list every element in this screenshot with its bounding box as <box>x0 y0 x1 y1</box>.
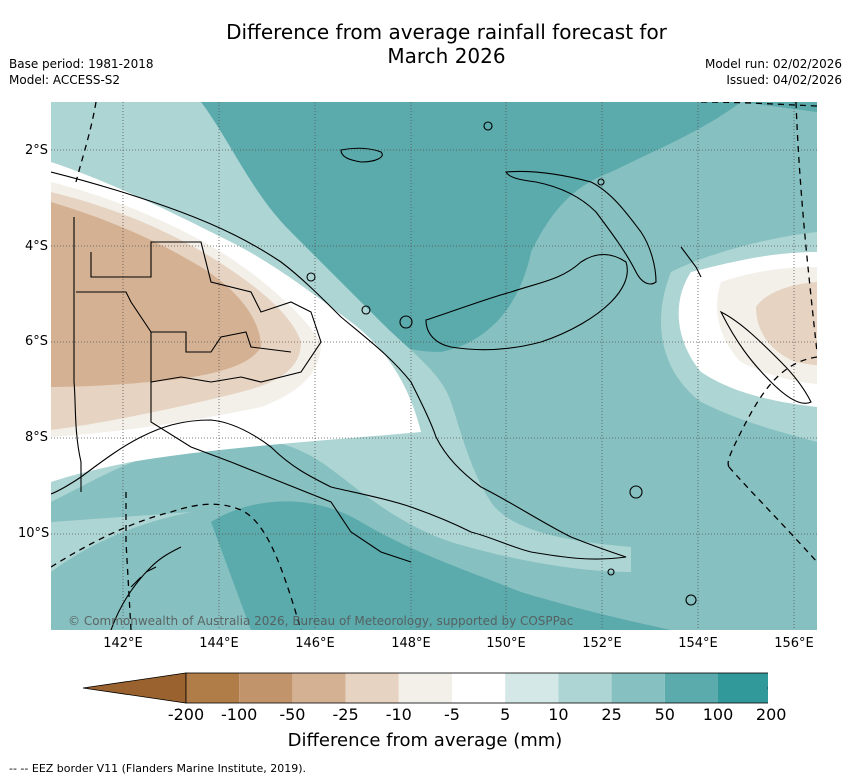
colorbar-segment <box>664 673 718 703</box>
chart-title: Difference from average rainfall forecas… <box>0 20 850 68</box>
lat-tick-4s: 4°S <box>24 239 48 254</box>
colorbar-segment <box>452 673 506 703</box>
lon-tick-156: 156°E <box>774 636 814 651</box>
title-line-1: Difference from average rainfall forecas… <box>226 20 667 44</box>
meta-left: Base period: 1981-2018 Model: ACCESS-S2 <box>9 56 154 88</box>
colorbar-segment <box>398 673 452 703</box>
colorbar-label: -25 <box>332 705 359 724</box>
colorbar-segment <box>239 673 293 703</box>
colorbar-label: -50 <box>279 705 306 724</box>
lon-tick-146: 146°E <box>295 636 335 651</box>
new-britain <box>425 253 628 351</box>
colorbar-segment <box>611 673 665 703</box>
base-period: Base period: 1981-2018 <box>9 57 154 71</box>
colorbar-label: -100 <box>221 705 258 724</box>
coastlines <box>51 121 812 630</box>
title-line-2: March 2026 <box>387 44 506 68</box>
lat-tick-6s: 6°S <box>24 334 48 349</box>
band-minus25-west <box>51 202 261 387</box>
colorbar-segment <box>186 673 240 703</box>
province-borders <box>76 241 322 383</box>
colorbar-segment <box>558 673 612 703</box>
colorbar-label: 50 <box>654 705 675 724</box>
colorbar-label: -5 <box>444 705 460 724</box>
lon-tick-154: 154°E <box>678 636 718 651</box>
copyright-notice: © Commonwealth of Australia 2026, Bureau… <box>68 614 574 628</box>
colorbar-extend-low <box>83 672 187 704</box>
bougainville <box>719 310 812 404</box>
colorbar-label: 200 <box>755 705 787 724</box>
colorbar-label: 10 <box>548 705 569 724</box>
lon-tick-150: 150°E <box>486 636 526 651</box>
lon-tick-152: 152°E <box>582 636 622 651</box>
colorbar-label: 5 <box>500 705 511 724</box>
new-ireland <box>505 170 657 285</box>
lat-tick-8s: 8°S <box>24 430 48 445</box>
band-minus10-east <box>756 282 817 365</box>
colorbar <box>83 672 768 704</box>
colorbar-segment <box>505 673 559 703</box>
band-25-50-north <box>201 102 817 352</box>
lon-tick-144: 144°E <box>199 636 239 651</box>
colorbar-segment <box>718 673 768 703</box>
lon-tick-142: 142°E <box>103 636 143 651</box>
eez-legend: -- -- EEZ border V11 (Flanders Marine In… <box>9 762 307 775</box>
cape-york <box>110 546 182 630</box>
new-guinea-coast <box>51 171 627 560</box>
model-name: Model: ACCESS-S2 <box>9 73 121 87</box>
colorbar-segment <box>292 673 346 703</box>
meta-right: Model run: 02/02/2026 Issued: 04/02/2026 <box>705 56 842 88</box>
colorbar-label: 100 <box>702 705 734 724</box>
issued-date: Issued: 04/02/2026 <box>726 73 842 87</box>
model-run: Model run: 02/02/2026 <box>704 57 842 71</box>
rainfall-map <box>51 102 817 630</box>
colorbar-outline <box>185 672 768 704</box>
colorbar-title: Difference from average (mm) <box>287 730 563 751</box>
graticule <box>51 102 817 630</box>
colorbar-label: -10 <box>385 705 412 724</box>
colorbar-label: -200 <box>167 705 205 724</box>
colorbar-label: 25 <box>601 705 622 724</box>
lat-tick-10s: 10°S <box>18 526 50 541</box>
png-border <box>73 217 82 492</box>
eez-borders <box>51 102 817 630</box>
colorbar-segment <box>345 673 399 703</box>
manus-island <box>340 147 383 163</box>
lon-tick-148: 148°E <box>391 636 431 651</box>
band-5-10-southwest <box>51 512 191 572</box>
lat-tick-2s: 2°S <box>24 143 48 158</box>
band-25-50-south <box>211 501 671 630</box>
